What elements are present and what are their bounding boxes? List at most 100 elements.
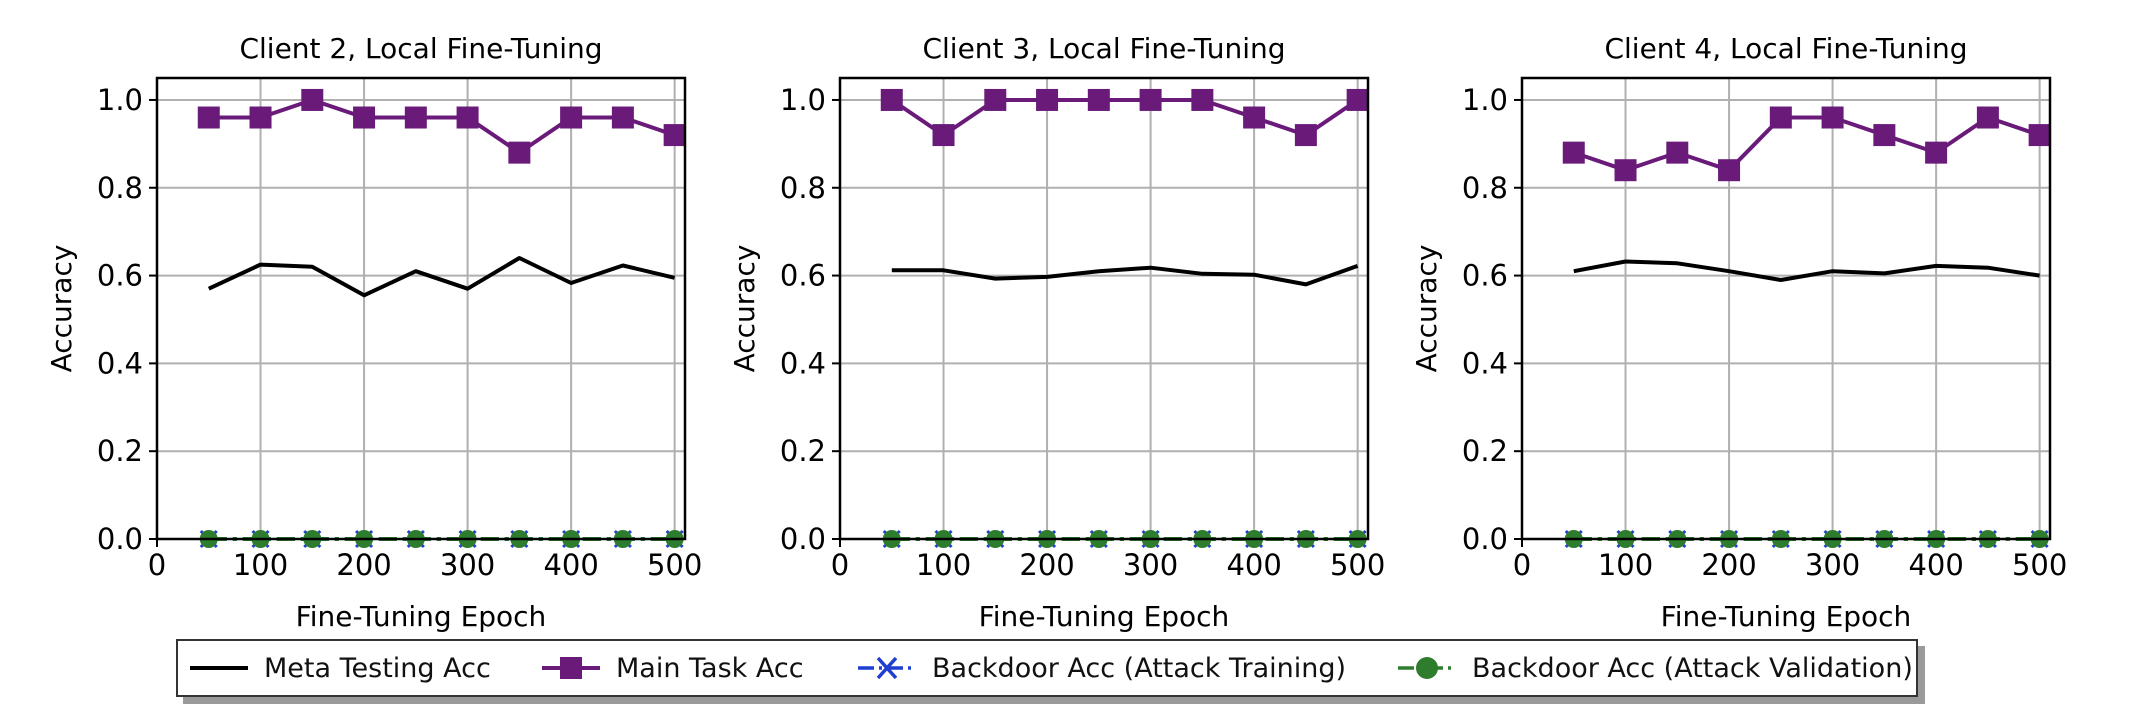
chart-title: Client 2, Local Fine-Tuning [239, 32, 602, 65]
point-main-task [249, 106, 272, 129]
x-tick-label: 100 [233, 548, 288, 582]
y-tick-label: 0.4 [780, 346, 826, 380]
legend-label-meta-testing: Meta Testing Acc [264, 652, 491, 684]
point-main-task [932, 124, 955, 147]
y-tick-label: 0.6 [1462, 259, 1508, 293]
point-main-task [197, 106, 220, 129]
series-line-main-task [208, 98, 676, 155]
x-axis-label: Fine-Tuning Epoch [979, 600, 1230, 633]
chart-panel-3: 0 100 200 300 400 500 0.0 0.2 0.4 0.6 0.8 1.0 Client… [1410, 32, 2067, 633]
point-main-task [984, 88, 1007, 111]
y-tick-label: 0.0 [97, 522, 143, 556]
point-main-task [1873, 124, 1896, 147]
chart-panel-1: 0 100 200 300 400 500 0.0 0.2 0.4 0.6 0.8 1.0 Client… [45, 32, 702, 633]
x-tick-label: 500 [2012, 548, 2067, 582]
x-tick-label: 0 [1513, 548, 1531, 582]
legend-item-backdoor-validation: Backdoor Acc (Attack Validation) [1396, 641, 1913, 695]
point-main-task [1036, 88, 1059, 111]
point-main-task [1087, 88, 1110, 111]
x-axis-label: Fine-Tuning Epoch [296, 600, 547, 633]
point-main-task [1243, 106, 1266, 129]
legend-swatch-main-task [542, 657, 600, 679]
point-main-task [404, 106, 427, 129]
series-line-meta-testing [1573, 259, 2040, 282]
chart-title: Client 4, Local Fine-Tuning [1604, 32, 1967, 65]
y-tick-label: 0.2 [97, 434, 143, 468]
point-main-task [1666, 141, 1689, 164]
point-main-task [1769, 106, 1792, 129]
x-tick-label: 300 [440, 548, 495, 582]
y-tick-label: 0.8 [97, 171, 143, 205]
legend-label-main-task: Main Task Acc [616, 652, 804, 684]
y-tick-label: 0.4 [97, 346, 143, 380]
point-main-task [1191, 88, 1214, 111]
x-tick-label: 400 [543, 548, 598, 582]
chart-panel-2: 0 100 200 300 400 500 0.0 0.2 0.4 0.6 0.8 1.0 Client… [728, 32, 1385, 633]
legend-swatch-backdoor-validation [1398, 657, 1456, 679]
point-main-task [1294, 124, 1317, 147]
point-main-task [508, 141, 531, 164]
y-axis-label: Accuracy [1410, 245, 1443, 373]
point-main-task [611, 106, 634, 129]
y-tick-label: 0.6 [97, 259, 143, 293]
legend-label-backdoor-validation: Backdoor Acc (Attack Validation) [1472, 652, 1913, 684]
point-main-task [1139, 88, 1162, 111]
y-tick-label: 0.0 [1462, 522, 1508, 556]
axes-frame [155, 76, 687, 541]
axes-frame [1520, 76, 2052, 541]
y-tick-label: 0.8 [1462, 171, 1508, 205]
point-main-task [560, 106, 583, 129]
point-main-task [1718, 159, 1741, 182]
point-main-task [1976, 106, 1999, 129]
legend-label-backdoor-training: Backdoor Acc (Attack Training) [932, 652, 1347, 684]
series-line-main-task [890, 98, 1359, 138]
x-tick-label: 300 [1123, 548, 1178, 582]
legend-item-main-task: Main Task Acc [540, 641, 804, 695]
y-axis-label: Accuracy [45, 245, 78, 373]
point-main-task [353, 106, 376, 129]
y-tick-label: 0.2 [780, 434, 826, 468]
x-tick-label: 0 [831, 548, 849, 582]
legend-swatch-backdoor-training [858, 656, 916, 680]
legend: Meta Testing Acc Main Task Acc Backdoor … [176, 639, 1918, 697]
y-tick-label: 0.6 [780, 259, 826, 293]
y-tick-label: 0.2 [1462, 434, 1508, 468]
chart-title: Client 3, Local Fine-Tuning [922, 32, 1285, 65]
point-main-task [663, 124, 686, 147]
x-tick-label: 100 [916, 548, 971, 582]
point-main-task [301, 88, 324, 111]
point-main-task [880, 88, 903, 111]
x-tick-label: 200 [1019, 548, 1074, 582]
series-line-main-task [1573, 115, 2041, 173]
y-tick-label: 1.0 [1462, 83, 1508, 117]
y-tick-label: 1.0 [780, 83, 826, 117]
y-tick-label: 0.4 [1462, 346, 1508, 380]
y-tick-label: 0.8 [780, 171, 826, 205]
point-main-task [1614, 159, 1637, 182]
y-tick-label: 0.0 [780, 522, 826, 556]
point-main-task [456, 106, 479, 129]
point-main-task [1346, 88, 1369, 111]
x-tick-label: 200 [1701, 548, 1756, 582]
legend-item-meta-testing: Meta Testing Acc [188, 641, 491, 695]
x-tick-label: 500 [1330, 548, 1385, 582]
x-tick-label: 100 [1598, 548, 1653, 582]
legend-swatch-meta-testing [190, 666, 248, 670]
series-line-meta-testing [207, 256, 676, 298]
x-tick-label: 0 [148, 548, 166, 582]
point-main-task [1821, 106, 1844, 129]
x-tick-label: 400 [1908, 548, 1963, 582]
y-tick-label: 1.0 [97, 83, 143, 117]
point-main-task [2028, 124, 2051, 147]
x-axis-label: Fine-Tuning Epoch [1661, 600, 1912, 633]
y-axis-label: Accuracy [728, 245, 761, 373]
legend-item-backdoor-training: Backdoor Acc (Attack Training) [856, 641, 1346, 695]
point-main-task [1925, 141, 1948, 164]
x-tick-label: 400 [1226, 548, 1281, 582]
axes-frame [838, 76, 1370, 541]
point-main-task [1562, 141, 1585, 164]
x-tick-label: 200 [336, 548, 391, 582]
series-line-meta-testing [891, 264, 1359, 287]
x-tick-label: 500 [647, 548, 702, 582]
